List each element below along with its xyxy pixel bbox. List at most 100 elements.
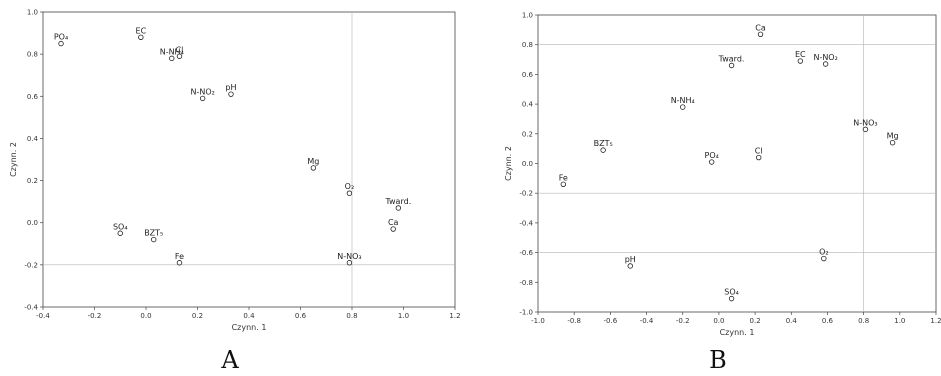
- point-label: PO₄: [705, 151, 719, 160]
- point-label: Tward.: [718, 54, 745, 63]
- y-tick-label: 0.6: [27, 93, 39, 101]
- x-tick-label: 0.6: [822, 317, 834, 325]
- x-tick-label: -0.4: [36, 312, 50, 320]
- point-label: BZT₅: [594, 139, 613, 148]
- point-label: O₂: [819, 248, 829, 257]
- x-tick-label: -0.4: [640, 317, 654, 325]
- x-tick-label: -1.0: [531, 317, 545, 325]
- point-label: N-NO₃: [337, 252, 361, 261]
- data-point: [58, 40, 64, 47]
- x-tick-label: 1.2: [930, 317, 941, 325]
- y-axis-label: Czynn. 2: [504, 146, 513, 181]
- x-tick-label: -0.2: [676, 317, 690, 325]
- data-point: [310, 165, 317, 171]
- point-label: N-NH₄: [160, 47, 184, 56]
- x-axis-label: Czynn. 1: [720, 328, 755, 337]
- y-tick-label: -0.6: [519, 249, 533, 257]
- data-point: [560, 181, 567, 187]
- point-label: Ca: [388, 218, 399, 227]
- chart-panel-a: -0.4 -0.2 0.0 0.2 0.4 0.6 0.8 1.0 1.2 -0.4 -0.2 0.0…: [9, 9, 461, 333]
- data-point: [117, 230, 123, 236]
- y-tick-label: 0.2: [27, 177, 38, 185]
- point-label: N-NO₂: [190, 87, 214, 96]
- x-tick-label: 0.4: [786, 317, 798, 325]
- point-label: pH: [625, 255, 636, 264]
- x-tick-label: -0.8: [567, 317, 581, 325]
- y-tick-label: 0.0: [522, 160, 533, 168]
- x-tick-label: 1.0: [894, 317, 905, 325]
- point-label: EC: [795, 50, 806, 59]
- data-point: [757, 31, 764, 38]
- y-tick-label: -0.2: [24, 261, 38, 269]
- data-point: [822, 61, 829, 67]
- point-label: Cl: [755, 147, 763, 156]
- x-tick-label: 0.8: [346, 312, 357, 320]
- y-tick-label: -0.4: [24, 304, 38, 312]
- x-tick-label: 0.4: [243, 312, 255, 320]
- y-tick-label: 0.4: [522, 101, 534, 109]
- x-axis-label: Czynn. 1: [232, 323, 267, 332]
- x-tick-label: 0.0: [140, 312, 151, 320]
- point-label: N-NH₄: [671, 96, 695, 105]
- x-tick-label: 0.8: [858, 317, 869, 325]
- y-tick-label: 1.0: [27, 9, 38, 17]
- data-point: [151, 236, 157, 243]
- point-label: SO₄: [113, 222, 128, 231]
- y-tick-label: -0.2: [519, 190, 533, 198]
- data-point: [821, 255, 827, 262]
- x-tick-label: 0.2: [192, 312, 203, 320]
- y-tick-label: 0.4: [27, 135, 39, 143]
- y-tick-label: 1.0: [522, 12, 533, 20]
- data-point: [728, 62, 735, 69]
- data-point: [346, 190, 353, 196]
- point-label: SO₄: [724, 288, 739, 297]
- y-tick-label: 0.8: [522, 41, 533, 49]
- point-label: Fe: [175, 252, 184, 261]
- point-label: pH: [225, 83, 236, 92]
- data-point: [138, 34, 144, 40]
- panel-letter-b: B: [709, 346, 727, 374]
- x-tick-label: 0.6: [295, 312, 307, 320]
- y-tick-label: 0.2: [522, 130, 533, 138]
- x-tick-label: -0.2: [88, 312, 102, 320]
- data-point: [797, 58, 804, 64]
- x-tick-label: 1.2: [449, 312, 460, 320]
- point-label: N-NO₂: [813, 53, 837, 62]
- data-point: [627, 263, 633, 269]
- x-tick-label: 0.0: [713, 317, 724, 325]
- panel-letter-a: A: [220, 346, 239, 374]
- point-label: Cl: [176, 45, 184, 54]
- x-tick-label: 1.0: [398, 312, 409, 320]
- point-label: Ca: [755, 23, 766, 32]
- data-point: [228, 91, 234, 97]
- point-label: N-NO₃: [853, 118, 877, 127]
- point-label: Fe: [559, 173, 568, 182]
- point-label: Mg: [887, 132, 899, 141]
- y-tick-label: -0.8: [519, 279, 533, 287]
- data-point: [889, 140, 896, 146]
- data-point: [680, 104, 686, 110]
- y-tick-label: -1.0: [519, 309, 533, 317]
- data-point: [728, 295, 735, 302]
- data-point: [390, 226, 396, 232]
- x-tick-label: -0.6: [604, 317, 618, 325]
- plot-frame: [42, 11, 456, 308]
- data-point: [756, 154, 762, 161]
- y-tick-label: 0.6: [522, 71, 534, 79]
- point-label: Mg: [307, 157, 319, 166]
- point-label: PO₄: [54, 33, 68, 42]
- data-point: [176, 53, 183, 59]
- data-point: [600, 147, 606, 153]
- point-label: BZT₅: [144, 229, 163, 238]
- data-point: [862, 126, 869, 133]
- y-axis-label: Czynn. 2: [9, 142, 18, 177]
- x-tick-label: 0.2: [750, 317, 761, 325]
- y-tick-label: -0.4: [519, 219, 533, 227]
- point-label: EC: [136, 26, 147, 35]
- data-point: [199, 95, 206, 102]
- chart-panel-b: -1.0 -0.8 -0.6 -0.4 -0.2 0.0 0.2 0.4 0.6 0.8 1.0 1.…: [504, 12, 941, 338]
- y-tick-label: 0.0: [27, 219, 38, 227]
- y-tick-label: 0.8: [27, 51, 38, 59]
- data-point: [176, 260, 183, 266]
